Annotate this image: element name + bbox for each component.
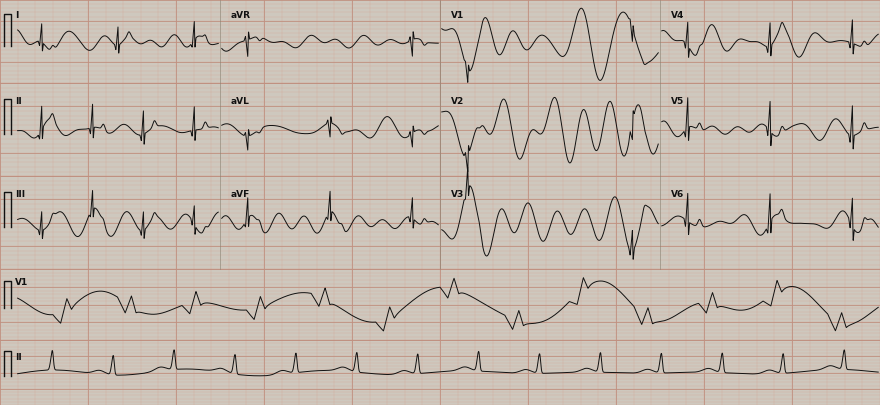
- Text: I: I: [15, 11, 18, 20]
- Text: III: III: [15, 190, 26, 199]
- Text: V3: V3: [451, 190, 464, 199]
- Text: V6: V6: [671, 190, 684, 199]
- Text: V1: V1: [451, 11, 464, 20]
- Text: V4: V4: [671, 11, 684, 20]
- Text: V2: V2: [451, 96, 464, 106]
- Text: II: II: [15, 96, 22, 106]
- Text: V1: V1: [15, 278, 28, 287]
- Text: aVR: aVR: [231, 11, 251, 20]
- Text: aVF: aVF: [231, 190, 250, 199]
- Text: V5: V5: [671, 96, 684, 106]
- Text: aVL: aVL: [231, 96, 249, 106]
- Text: II: II: [15, 353, 22, 362]
